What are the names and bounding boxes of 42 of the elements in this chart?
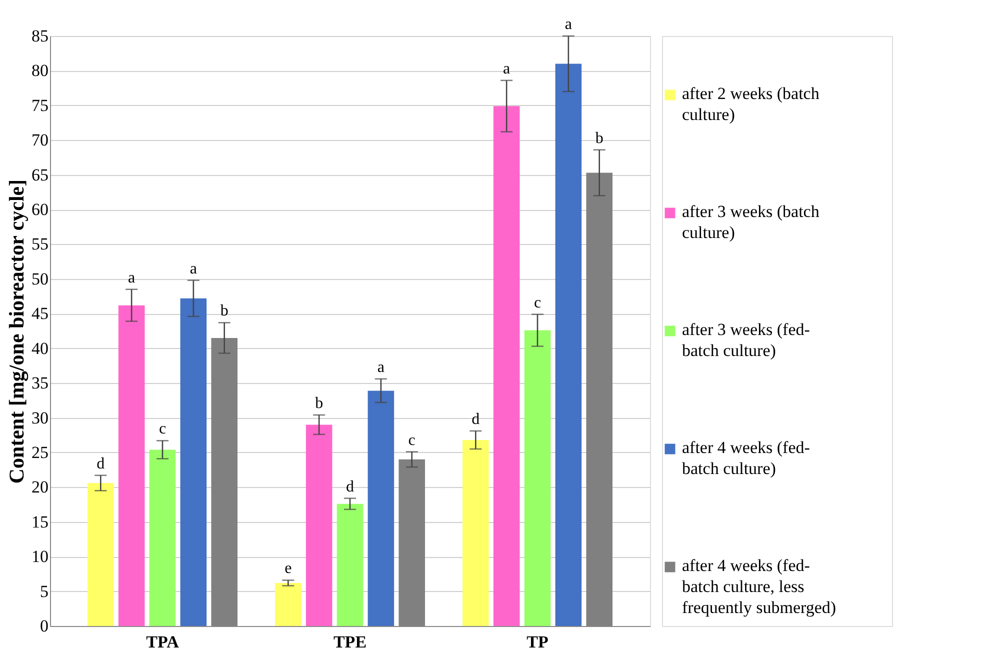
y-tick-label: 0 bbox=[40, 616, 48, 636]
legend-label: after 4 weeks (fed-batch culture, less frequently submerged) bbox=[682, 556, 836, 617]
y-tick-label: 80 bbox=[32, 61, 48, 80]
y-tick-label: 70 bbox=[32, 130, 48, 150]
y-tick-label: 75 bbox=[32, 96, 48, 115]
y-tick-label: 15 bbox=[32, 512, 48, 532]
legend-label: after 3 weeks (fed-batch culture) bbox=[682, 320, 810, 360]
x-tick-label: TPA bbox=[146, 632, 180, 652]
data-label: b bbox=[595, 130, 604, 147]
y-axis-title: Content [mg/one bioreactor cycle] bbox=[4, 179, 28, 484]
legend-label: after 2 weeks (batch culture) bbox=[682, 84, 820, 124]
y-tick-label: 85 bbox=[32, 26, 48, 46]
y-tick-label: 35 bbox=[32, 374, 48, 393]
y-tick-label: 55 bbox=[32, 234, 48, 254]
y-tick-label: 5 bbox=[40, 582, 48, 601]
data-label: a bbox=[128, 269, 136, 286]
y-tick-label: 20 bbox=[32, 478, 48, 497]
x-tick-label: TP bbox=[526, 632, 548, 652]
y-tick-label: 60 bbox=[32, 200, 48, 220]
data-label: b bbox=[315, 394, 324, 412]
data-label: a bbox=[503, 60, 510, 78]
data-label: d bbox=[472, 410, 480, 428]
data-label: d bbox=[96, 455, 105, 472]
data-label: a bbox=[564, 16, 572, 33]
y-tick-label: 50 bbox=[32, 269, 48, 288]
data-label: d bbox=[346, 478, 354, 496]
legend-label: after 4 weeks (fed-batch culture) bbox=[682, 438, 810, 478]
y-tick-label: 10 bbox=[32, 547, 48, 566]
data-label: c bbox=[158, 420, 166, 438]
data-label: e bbox=[284, 560, 292, 578]
y-tick-label: 65 bbox=[32, 165, 48, 184]
data-label: b bbox=[220, 302, 228, 320]
y-tick-label: 30 bbox=[32, 408, 48, 428]
y-tick-label: 25 bbox=[32, 442, 48, 462]
data-label: a bbox=[190, 260, 197, 278]
data-label: c bbox=[408, 432, 416, 449]
data-label: a bbox=[377, 358, 384, 376]
x-tick-label: TPE bbox=[333, 632, 367, 652]
legend-label: after 3 weeks (batch culture) bbox=[682, 202, 820, 242]
y-tick-label: 40 bbox=[32, 338, 48, 358]
y-tick-label: 45 bbox=[32, 304, 48, 324]
data-label: c bbox=[534, 294, 542, 312]
